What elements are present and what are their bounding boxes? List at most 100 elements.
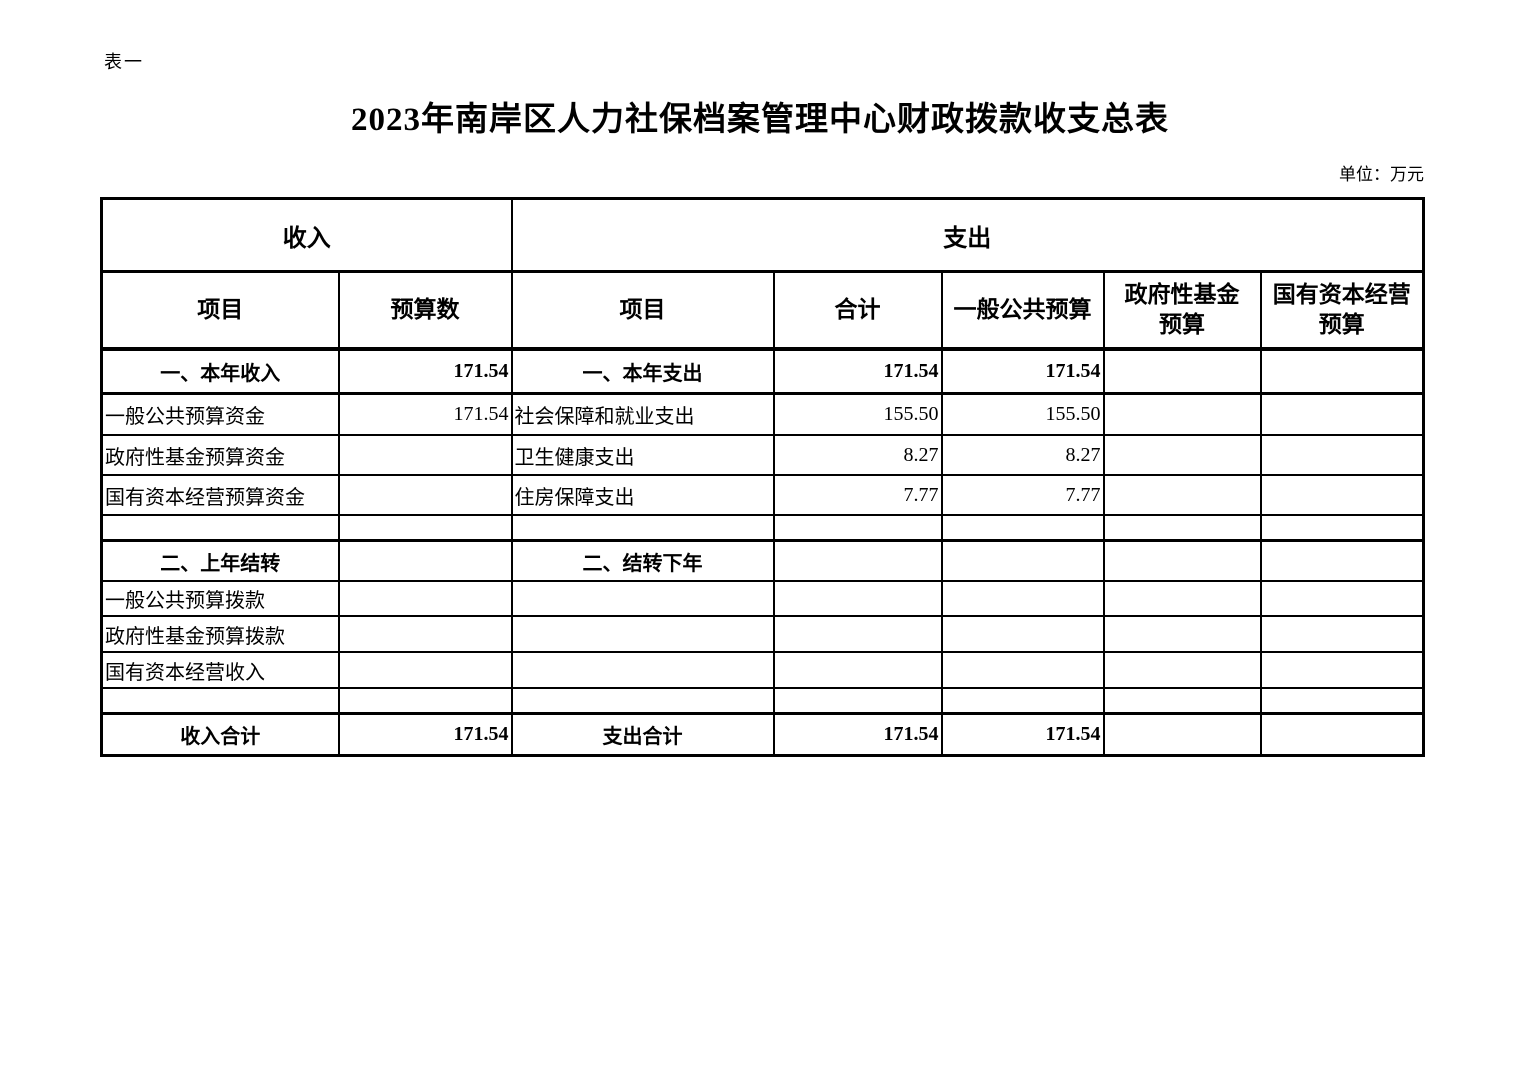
expense-total-cell: 8.27 <box>772 434 943 476</box>
row-gov-fund-funds: 政府性基金预算资金 卫生健康支出 8.27 8.27 <box>100 434 1425 476</box>
expense-item-cell: 社会保障和就业支出 <box>510 392 775 436</box>
income-budget-cell <box>337 434 513 476</box>
income-item-cell: 二、上年结转 <box>100 539 340 582</box>
expense-item-cell: 二、结转下年 <box>510 539 775 582</box>
gov-fund-budget-cell <box>1102 539 1262 582</box>
gov-fund-budget-cell <box>1102 687 1262 715</box>
state-capital-budget-cell <box>1259 712 1425 757</box>
expense-total-cell: 171.54 <box>772 712 943 757</box>
group-header-row: 收入 支出 <box>100 197 1425 273</box>
column-header-row: 项目 预算数 项目 合计 一般公共预算 政府性基金 预算 国有资本经营 预算 <box>100 270 1425 351</box>
state-capital-budget-cell <box>1259 514 1425 542</box>
expense-total-cell <box>772 514 943 542</box>
income-item-cell: 收入合计 <box>100 712 340 757</box>
expense-total-cell <box>772 580 943 617</box>
income-budget-cell: 171.54 <box>337 348 513 395</box>
row-general-public-funds: 一般公共预算资金 171.54 社会保障和就业支出 155.50 155.50 <box>100 392 1425 436</box>
gov-fund-budget-column-header: 政府性基金 预算 <box>1102 270 1262 351</box>
row-general-public-allocation: 一般公共预算拨款 <box>100 580 1425 617</box>
state-capital-budget-cell <box>1259 434 1425 476</box>
expense-item-cell <box>510 615 775 653</box>
row-state-capital-income: 国有资本经营收入 <box>100 651 1425 689</box>
expense-item-cell <box>510 514 775 542</box>
state-capital-budget-column-header: 国有资本经营 预算 <box>1259 270 1425 351</box>
income-group-header: 收入 <box>100 197 513 273</box>
income-budget-cell <box>337 580 513 617</box>
state-capital-budget-cell <box>1259 392 1425 436</box>
row-carryover-section: 二、上年结转 二、结转下年 <box>100 539 1425 582</box>
table-label: 表一 <box>104 52 144 72</box>
income-item-cell: 国有资本经营预算资金 <box>100 474 340 516</box>
general-public-budget-column-header: 一般公共预算 <box>940 270 1105 351</box>
income-item-cell: 政府性基金预算资金 <box>100 434 340 476</box>
general-public-budget-cell: 155.50 <box>940 392 1105 436</box>
expense-total-column-header: 合计 <box>772 270 943 351</box>
gov-fund-budget-cell <box>1102 615 1262 653</box>
general-public-budget-cell: 171.54 <box>940 348 1105 395</box>
income-budget-cell <box>337 514 513 542</box>
state-capital-budget-cell <box>1259 474 1425 516</box>
page-title: 2023年南岸区人力社保档案管理中心财政拨款收支总表 <box>351 102 1169 138</box>
gov-fund-budget-cell <box>1102 434 1262 476</box>
general-public-budget-cell <box>940 687 1105 715</box>
state-capital-budget-cell <box>1259 651 1425 689</box>
expense-item-cell: 卫生健康支出 <box>510 434 775 476</box>
expense-item-cell <box>510 580 775 617</box>
general-public-budget-cell <box>940 539 1105 582</box>
expense-total-cell: 171.54 <box>772 348 943 395</box>
expense-item-column-header: 项目 <box>510 270 775 351</box>
general-public-budget-cell: 7.77 <box>940 474 1105 516</box>
gov-fund-budget-cell <box>1102 474 1262 516</box>
income-budget-cell: 171.54 <box>337 392 513 436</box>
general-public-budget-cell <box>940 651 1105 689</box>
gov-fund-budget-cell <box>1102 712 1262 757</box>
row-current-year-totals: 一、本年收入 171.54 一、本年支出 171.54 171.54 <box>100 348 1425 395</box>
income-budget-cell: 171.54 <box>337 712 513 757</box>
state-capital-budget-cell <box>1259 539 1425 582</box>
expense-group-header: 支出 <box>510 197 1425 273</box>
income-item-cell <box>100 687 340 715</box>
income-budget-cell <box>337 687 513 715</box>
income-item-cell: 一般公共预算拨款 <box>100 580 340 617</box>
budget-summary-table: 收入 支出 项目 预算数 项目 合计 一般公共预算 政府性基金 预算 国有资本经… <box>100 197 1426 757</box>
expense-total-cell <box>772 651 943 689</box>
general-public-budget-cell <box>940 514 1105 542</box>
row-empty-1 <box>100 514 1425 542</box>
expense-item-cell: 住房保障支出 <box>510 474 775 516</box>
general-public-budget-cell: 8.27 <box>940 434 1105 476</box>
income-item-cell <box>100 514 340 542</box>
gov-fund-budget-cell <box>1102 514 1262 542</box>
row-empty-2 <box>100 687 1425 715</box>
general-public-budget-cell: 171.54 <box>940 712 1105 757</box>
gov-fund-budget-cell <box>1102 348 1262 395</box>
general-public-budget-cell <box>940 580 1105 617</box>
gov-fund-budget-cell <box>1102 580 1262 617</box>
row-grand-totals: 收入合计 171.54 支出合计 171.54 171.54 <box>100 712 1425 757</box>
expense-total-cell: 7.77 <box>772 474 943 516</box>
expense-item-cell <box>510 687 775 715</box>
expense-item-cell <box>510 651 775 689</box>
income-item-cell: 国有资本经营收入 <box>100 651 340 689</box>
income-budget-column-header: 预算数 <box>337 270 513 351</box>
general-public-budget-cell <box>940 615 1105 653</box>
state-capital-budget-cell <box>1259 348 1425 395</box>
income-budget-cell <box>337 651 513 689</box>
expense-total-cell <box>772 687 943 715</box>
expense-total-cell <box>772 539 943 582</box>
expense-total-cell <box>772 615 943 653</box>
unit-note: 单位：万元 <box>1339 165 1424 184</box>
income-budget-cell <box>337 474 513 516</box>
income-budget-cell <box>337 615 513 653</box>
expense-total-cell: 155.50 <box>772 392 943 436</box>
row-state-capital-funds: 国有资本经营预算资金 住房保障支出 7.77 7.77 <box>100 474 1425 516</box>
state-capital-budget-cell <box>1259 615 1425 653</box>
income-budget-cell <box>337 539 513 582</box>
state-capital-budget-cell <box>1259 580 1425 617</box>
income-item-cell: 一般公共预算资金 <box>100 392 340 436</box>
income-item-cell: 政府性基金预算拨款 <box>100 615 340 653</box>
expense-item-cell: 一、本年支出 <box>510 348 775 395</box>
expense-item-cell: 支出合计 <box>510 712 775 757</box>
row-gov-fund-allocation: 政府性基金预算拨款 <box>100 615 1425 653</box>
state-capital-budget-cell <box>1259 687 1425 715</box>
